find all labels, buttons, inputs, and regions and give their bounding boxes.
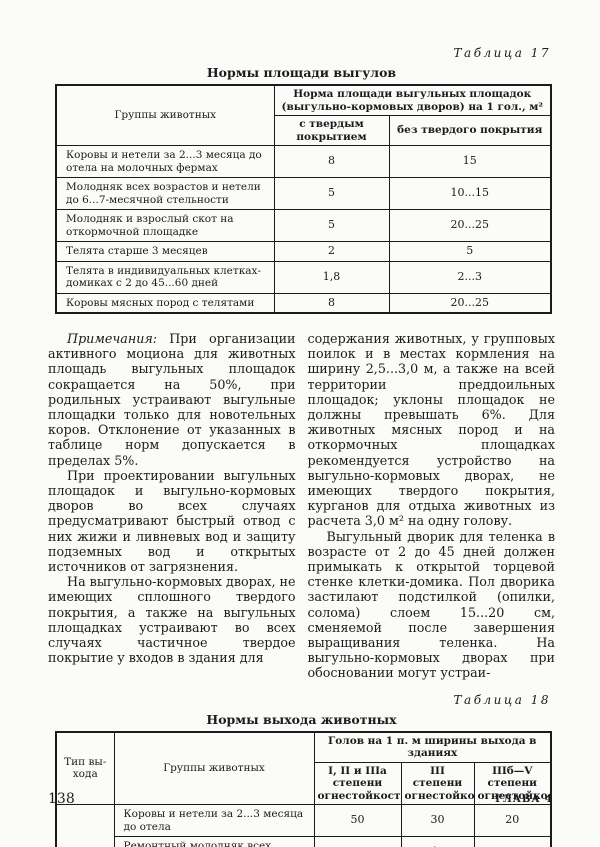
table17-row-soft: 10...15 bbox=[388, 177, 552, 210]
paragraph-continuation: содержания животных, у групповых поилок … bbox=[307, 331, 556, 529]
table17-row-group: Телята старше 3 месяцев bbox=[55, 241, 275, 262]
table17-header-norm: Норма площади выгульных площадок (выгуль… bbox=[273, 84, 552, 116]
table17-row-hard: 2 bbox=[273, 241, 390, 262]
table18-header-sub2: III степени огнестойкости bbox=[400, 761, 475, 806]
table18: Тип вы- хода Группы животных Голов на 1 … bbox=[55, 730, 553, 847]
table18-row-c1: 50 bbox=[313, 804, 402, 838]
page-number: 138 bbox=[48, 791, 75, 807]
table18-row-group: Ремонтный молодняк всех возрастов bbox=[113, 836, 315, 847]
table17-row-hard: 5 bbox=[273, 177, 390, 210]
table17-row-soft: 15 bbox=[388, 145, 552, 178]
notes-body: При организации активного моциона для жи… bbox=[48, 331, 296, 468]
table17-header-hard: с твердым покрытием bbox=[273, 115, 390, 146]
table17-row-group: Телята в индивидуальных клетках-домиках … bbox=[55, 260, 275, 294]
table17: Группы животных Норма площади выгульных … bbox=[55, 84, 552, 314]
table17-row-hard: 5 bbox=[273, 209, 390, 242]
table-row: Ворота, двери и проходы Коровы и нетели … bbox=[55, 804, 552, 847]
table18-header-span: Голов на 1 п. м ширины выхода в зданиях bbox=[313, 731, 552, 763]
table18-header-sub1: I, II и IIIа степени огнестойкости bbox=[313, 761, 402, 806]
table18-row-group: Коровы и нетели за 2...3 месяца до отела bbox=[113, 804, 315, 838]
table-row: Молодняк и взрослый скот на откормочной … bbox=[55, 209, 552, 242]
table18-title: Нормы выхода животных bbox=[206, 711, 397, 727]
table-row: Телята старше 3 месяцев 2 5 bbox=[55, 241, 552, 262]
table18-header-type: Тип вы- хода bbox=[55, 731, 115, 806]
table17-row-group: Коровы мясных пород с телятами bbox=[55, 292, 275, 314]
table18-row-c3: 20 bbox=[473, 804, 552, 838]
table17-row-soft: 2...3 bbox=[388, 260, 552, 294]
table-row: Телята в индивидуальных клетках-домиках … bbox=[55, 260, 552, 294]
table18-row-c2: 40 bbox=[400, 836, 475, 847]
table18-row-c2: 30 bbox=[400, 804, 475, 838]
table17-row-soft: 5 bbox=[388, 241, 552, 262]
paragraph: На выгульно-кормовых дворах, не имеющих … bbox=[48, 574, 296, 666]
table18-type-value: Ворота, двери и проходы bbox=[55, 804, 115, 847]
paragraph: Выгульный дворик для теленка в возрасте … bbox=[307, 528, 556, 681]
table17-row-soft: 20...25 bbox=[388, 209, 552, 242]
table17-label: Таблица 17 bbox=[453, 46, 551, 60]
table17-header-soft: без твердого покрытия bbox=[388, 115, 552, 146]
table-row: Ремонтный молодняк всех возрастов 60 40 … bbox=[56, 836, 552, 847]
text-column-right: содержания животных, у групповых поилок … bbox=[308, 331, 556, 681]
table17-row-hard: 1,8 bbox=[273, 260, 390, 294]
table18-row-c3: 25 bbox=[473, 836, 552, 847]
table-row: Коровы и нетели за 2...3 месяца до отела… bbox=[55, 145, 552, 178]
table17-row-soft: 20...25 bbox=[388, 292, 552, 314]
table17-row-group: Коровы и нетели за 2...3 месяца до отела… bbox=[55, 145, 275, 178]
text-column-left: Примечания: При организации активного мо… bbox=[48, 331, 296, 681]
table17-row-hard: 8 bbox=[273, 292, 390, 314]
paragraph: При проектировании выгульных площадок и … bbox=[48, 467, 296, 575]
table-row: Коровы мясных пород с телятами 8 20...25 bbox=[55, 292, 552, 314]
table17-row-group: Молодняк всех возрастов и нетели до 6...… bbox=[55, 177, 275, 210]
table17-row-hard: 8 bbox=[273, 145, 390, 178]
table17-row-group: Молодняк и взрослый скот на откормочной … bbox=[55, 209, 275, 242]
notes-lead: Примечания: bbox=[67, 331, 158, 346]
table17-header-group: Группы животных bbox=[55, 84, 275, 146]
table17-title: Нормы площади выгулов bbox=[206, 65, 397, 80]
table18-header-group: Группы животных bbox=[113, 731, 315, 806]
paragraph-notes: Примечания: При организации активного мо… bbox=[48, 331, 296, 468]
table18-header-sub3: IIIб—V степени огнестойкости bbox=[473, 761, 552, 806]
table18-row-c1: 60 bbox=[313, 836, 402, 847]
table18-label: Таблица 18 bbox=[453, 692, 551, 707]
table-row: Молодняк всех возрастов и нетели до 6...… bbox=[55, 177, 552, 210]
body-text: Примечания: При организации активного мо… bbox=[48, 331, 555, 681]
chapter-label: ГЛАВА 4 bbox=[495, 794, 553, 805]
